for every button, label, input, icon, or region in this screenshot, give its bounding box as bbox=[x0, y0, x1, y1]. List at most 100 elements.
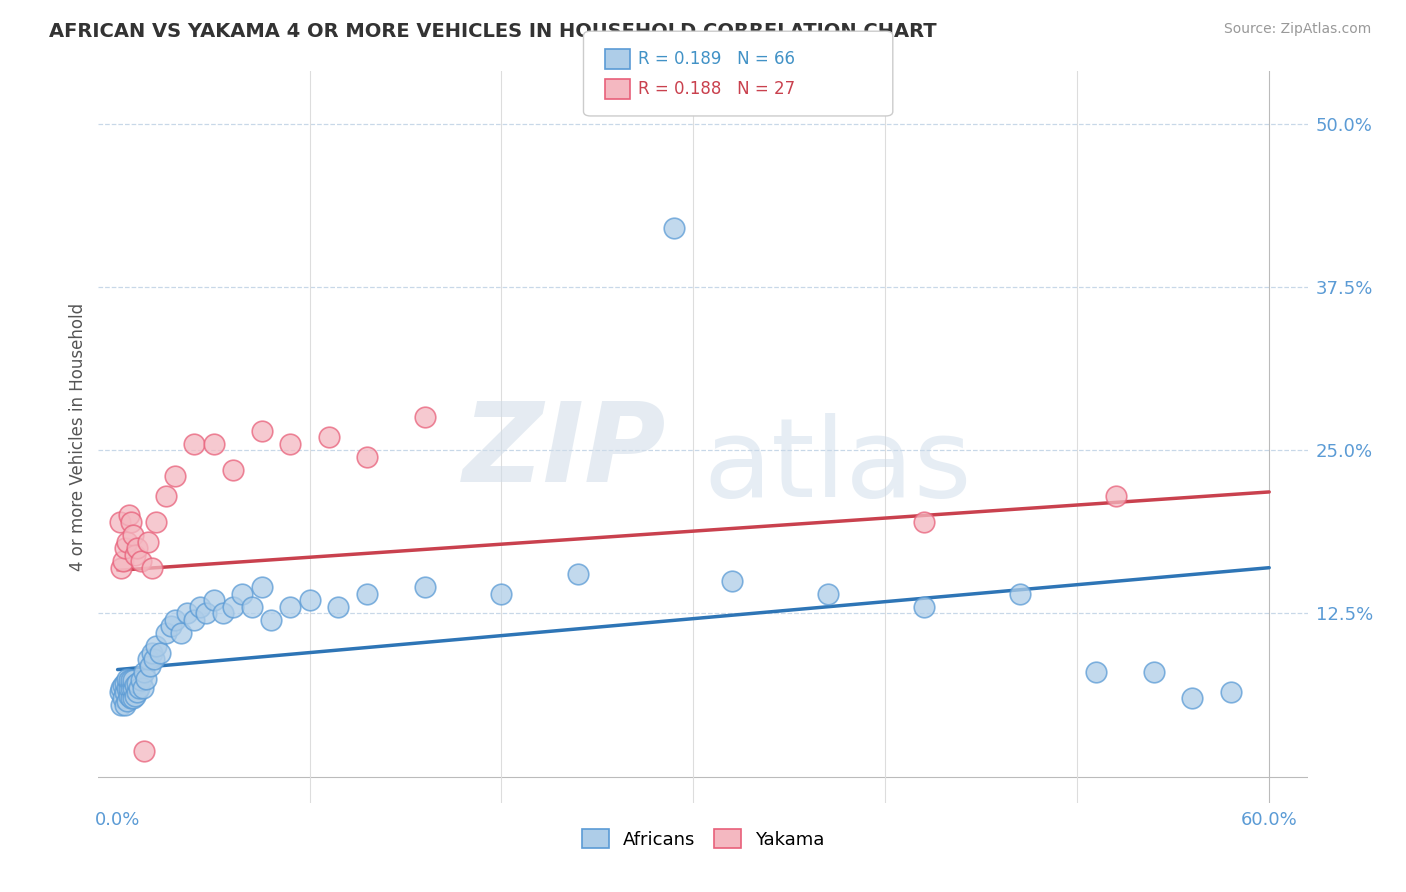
Point bbox=[125, 541, 148, 555]
Text: atlas: atlas bbox=[703, 413, 972, 520]
Point bbox=[114, 685, 136, 699]
Point bbox=[356, 450, 378, 464]
Point bbox=[328, 599, 350, 614]
Point bbox=[298, 593, 321, 607]
Point bbox=[118, 681, 141, 695]
Point bbox=[124, 689, 146, 703]
Point bbox=[131, 681, 153, 695]
Point bbox=[912, 515, 935, 529]
Text: R = 0.189   N = 66: R = 0.189 N = 66 bbox=[638, 50, 796, 68]
Point bbox=[122, 681, 145, 695]
Point bbox=[112, 691, 135, 706]
Point bbox=[1085, 665, 1108, 680]
Point bbox=[170, 626, 193, 640]
Point bbox=[115, 672, 138, 686]
Point bbox=[134, 665, 156, 680]
Text: Source: ZipAtlas.com: Source: ZipAtlas.com bbox=[1223, 22, 1371, 37]
Point bbox=[135, 672, 157, 686]
Point bbox=[143, 652, 166, 666]
Point bbox=[183, 436, 205, 450]
Point bbox=[155, 626, 177, 640]
Point bbox=[110, 698, 132, 712]
Point bbox=[318, 430, 340, 444]
Legend: Africans, Yakama: Africans, Yakama bbox=[582, 830, 824, 848]
Point bbox=[413, 580, 436, 594]
Point bbox=[118, 508, 141, 523]
Point bbox=[120, 691, 142, 706]
Point bbox=[134, 743, 156, 757]
Point bbox=[1143, 665, 1166, 680]
Point bbox=[165, 469, 187, 483]
Point bbox=[141, 560, 163, 574]
Point bbox=[125, 675, 148, 690]
Point bbox=[1008, 587, 1031, 601]
Point bbox=[112, 678, 135, 692]
Point bbox=[128, 681, 150, 695]
Point bbox=[664, 221, 686, 235]
Text: R = 0.188   N = 27: R = 0.188 N = 27 bbox=[638, 80, 796, 98]
Point bbox=[176, 607, 198, 621]
Point bbox=[1104, 489, 1126, 503]
Point bbox=[155, 489, 177, 503]
Point bbox=[413, 410, 436, 425]
Point bbox=[118, 689, 141, 703]
Point bbox=[115, 681, 138, 695]
Point bbox=[112, 554, 135, 568]
Point bbox=[202, 593, 225, 607]
Point bbox=[114, 698, 136, 712]
Y-axis label: 4 or more Vehicles in Household: 4 or more Vehicles in Household bbox=[69, 303, 87, 571]
Point bbox=[129, 554, 152, 568]
Point bbox=[356, 587, 378, 601]
Point bbox=[194, 607, 217, 621]
Point bbox=[120, 673, 142, 687]
Point bbox=[280, 436, 302, 450]
Point bbox=[720, 574, 742, 588]
Point bbox=[222, 463, 245, 477]
Point bbox=[160, 619, 183, 633]
Point bbox=[250, 424, 273, 438]
Point bbox=[122, 673, 145, 687]
Point bbox=[110, 681, 132, 695]
Point bbox=[145, 639, 167, 653]
Point bbox=[183, 613, 205, 627]
Point bbox=[136, 652, 159, 666]
Point bbox=[231, 587, 253, 601]
Point bbox=[260, 613, 283, 627]
Point bbox=[108, 515, 131, 529]
Point bbox=[149, 646, 172, 660]
Point bbox=[122, 691, 145, 706]
Point bbox=[124, 548, 146, 562]
Point bbox=[125, 685, 148, 699]
Point bbox=[141, 646, 163, 660]
Point bbox=[567, 567, 589, 582]
Point bbox=[491, 587, 513, 601]
Point bbox=[250, 580, 273, 594]
Point bbox=[118, 673, 141, 687]
Point bbox=[212, 607, 235, 621]
Point bbox=[114, 541, 136, 555]
Point bbox=[115, 534, 138, 549]
Point bbox=[124, 678, 146, 692]
Point bbox=[145, 515, 167, 529]
Point bbox=[114, 675, 136, 690]
Point bbox=[139, 658, 162, 673]
Point bbox=[222, 599, 245, 614]
Text: AFRICAN VS YAKAMA 4 OR MORE VEHICLES IN HOUSEHOLD CORRELATION CHART: AFRICAN VS YAKAMA 4 OR MORE VEHICLES IN … bbox=[49, 22, 936, 41]
Point bbox=[202, 436, 225, 450]
Point bbox=[912, 599, 935, 614]
Point bbox=[136, 534, 159, 549]
Text: ZIP: ZIP bbox=[463, 398, 666, 505]
Point bbox=[240, 599, 263, 614]
Point bbox=[1219, 685, 1241, 699]
Point bbox=[108, 685, 131, 699]
Point bbox=[280, 599, 302, 614]
Point bbox=[165, 613, 187, 627]
Point bbox=[120, 681, 142, 695]
Point bbox=[110, 560, 132, 574]
Point bbox=[817, 587, 839, 601]
Point bbox=[188, 599, 211, 614]
Point bbox=[122, 528, 145, 542]
Point bbox=[120, 515, 142, 529]
Point bbox=[115, 694, 138, 708]
Point bbox=[129, 673, 152, 687]
